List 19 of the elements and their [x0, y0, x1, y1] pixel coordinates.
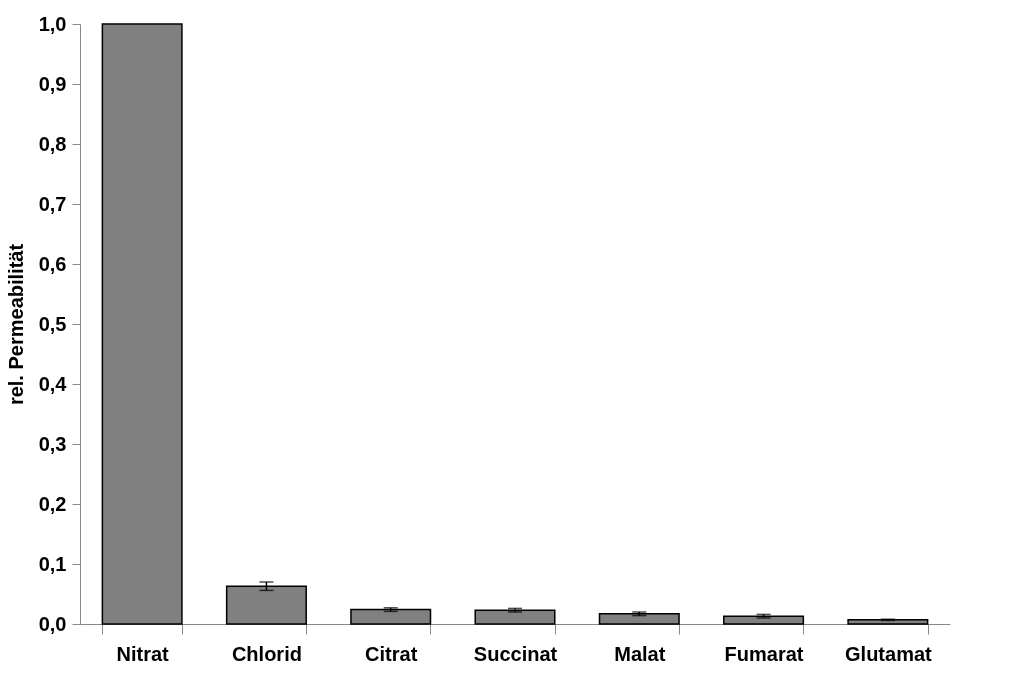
x-tick-label: Fumarat — [724, 642, 804, 665]
y-tick-label: 0,4 — [38, 372, 68, 395]
x-tick-label: Nitrat — [116, 642, 170, 665]
y-tick-label: 0,9 — [38, 72, 67, 95]
x-tick-label: Malat — [614, 642, 666, 665]
x-tick-label: Succinat — [473, 642, 558, 665]
y-tick-label: 0,8 — [38, 132, 67, 155]
y-tick-label: 0,2 — [38, 492, 67, 515]
y-tick-label: 1,0 — [38, 12, 67, 35]
y-tick-label: 0,3 — [38, 432, 67, 455]
y-tick-label: 0,7 — [38, 192, 67, 215]
x-tick-label: Chlorid — [231, 642, 302, 665]
y-tick-label: 0,5 — [38, 312, 67, 335]
x-tick-label: Glutamat — [845, 642, 933, 665]
y-tick-label: 0,0 — [38, 612, 67, 635]
y-tick-label: 0,6 — [38, 252, 67, 275]
y-axis-title: rel. Permeabilität — [4, 243, 27, 406]
x-tick-label: Citrat — [365, 642, 418, 665]
y-tick-label: 0,1 — [38, 552, 67, 575]
